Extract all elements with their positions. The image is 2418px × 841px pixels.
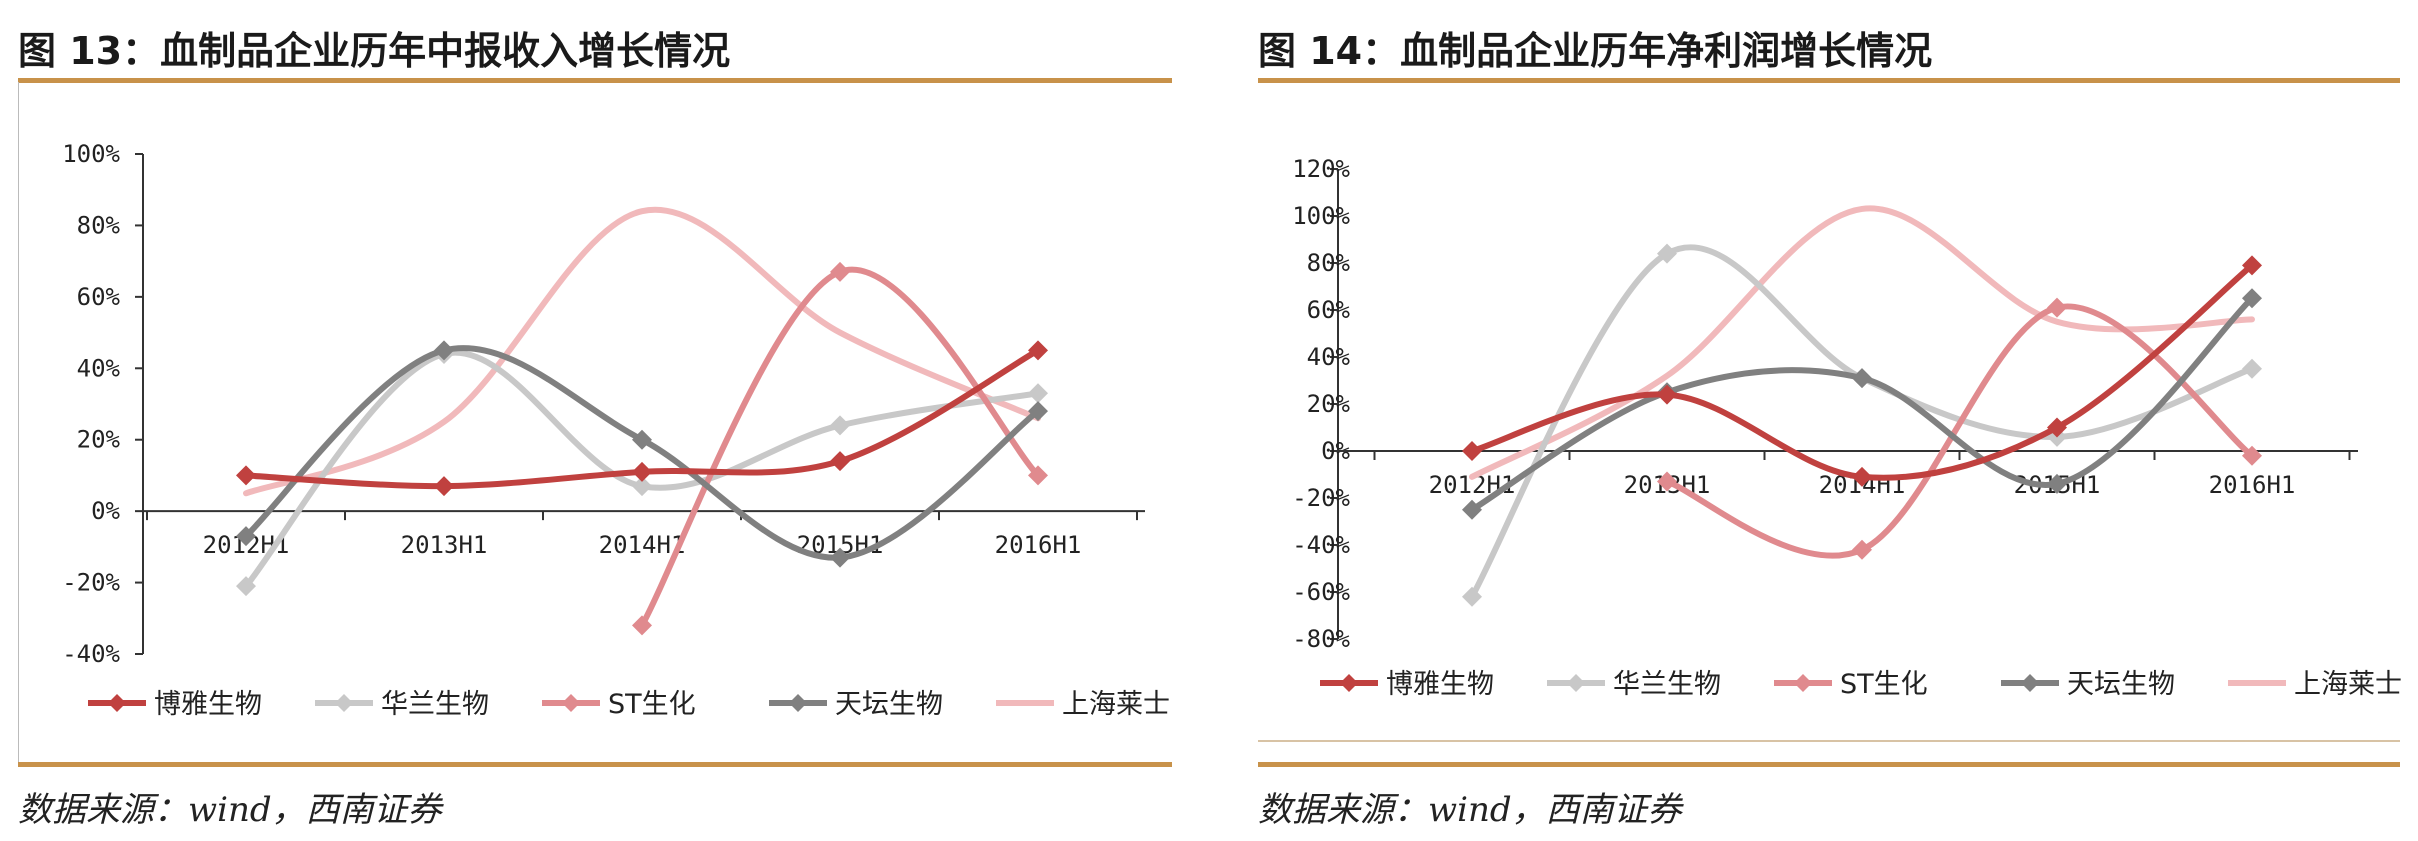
data-point-marker [2047,297,2067,318]
series-line [1469,244,2255,600]
legend-label: 上海莱士 [2294,669,2402,700]
y-tick-label: 100% [62,140,120,168]
legend-label: 华兰生物 [1613,669,1721,700]
figure-14-top-rule [1258,78,2400,83]
x-tick-label: 2016H1 [995,531,1082,559]
data-point-marker [434,340,454,361]
series-line [1469,205,2255,480]
legend-marker [1340,674,1358,692]
data-point-marker [1462,441,1482,461]
data-point-marker [632,461,652,482]
figure-14-title: 图 14：血制品企业历年净利润增长情况 [1258,29,1933,73]
figure-13-chart: 100%80%60%40%20%0%-20%-40%2012H12013H120… [62,140,1170,720]
figure-13-panel: 图 13：血制品企业历年中报收入增长情况 100% 80% 60% 40% 20% 0% -… [0,0,1190,841]
data-point-marker [830,547,850,568]
legend-marker [335,694,353,712]
legend-marker [562,694,580,712]
y-tick-label: 80% [77,211,121,239]
legend-marker [108,694,126,712]
data-point-marker [1028,340,1048,361]
y-tick-label: -80% [1292,625,1350,653]
data-point-marker [2242,288,2262,309]
legend-marker [1567,674,1585,692]
data-point-marker [236,576,256,597]
data-point-marker [2047,417,2067,438]
legend-label: ST生化 [1840,669,1928,700]
x-tick-label: 2016H1 [2209,471,2296,499]
data-point-marker [830,451,850,472]
legend-label: 博雅生物 [1386,669,1494,700]
legend-label: 上海莱士 [1062,689,1170,720]
data-point-marker [1028,465,1048,486]
data-point-marker [236,465,256,486]
x-tick-label: 2013H1 [401,531,488,559]
data-point-marker [1462,499,1482,520]
data-point-marker [2047,473,2067,494]
data-point-marker [1657,243,1677,264]
series-line [243,349,1041,590]
y-tick-label: 120% [1292,155,1350,183]
legend-marker [2021,674,2039,692]
figure-14-source: 数据来源：wind，西南证券 [1258,790,1682,830]
y-tick-label: -60% [1292,578,1350,606]
legend-label: 天坛生物 [2067,669,2175,700]
data-point-marker [1462,586,1482,607]
y-tick-label: -40% [62,640,120,668]
data-point-marker [1852,466,1872,487]
series-line [1664,303,2255,559]
data-point-marker [2242,255,2262,276]
legend-marker [789,694,807,712]
figure-13-bottom-rule [18,762,1172,767]
y-tick-label: 20% [1307,390,1351,418]
figure-14-panel: 图 14：血制品企业历年净利润增长情况 120% 100% 80% 60% 40% 20%… [1240,0,2418,841]
legend-label: ST生化 [608,689,696,720]
figure-13-title: 图 13：血制品企业历年中报收入增长情况 [18,29,731,73]
y-tick-label: 40% [77,354,121,382]
data-point-marker [2242,358,2262,379]
y-tick-label: -40% [1292,531,1350,559]
data-point-marker [830,415,850,436]
data-point-marker [236,526,256,547]
y-tick-label: 100% [1292,202,1350,230]
y-tick-label: -20% [62,569,120,597]
legend-label: 华兰生物 [381,689,489,720]
y-tick-label: -20% [1292,484,1350,512]
y-tick-label: 20% [77,426,121,454]
figure-14-thin-rule [1258,740,2400,742]
legend-marker [1794,674,1812,692]
series-line [243,206,1041,497]
figure-14-bottom-rule [1258,762,2400,767]
legend-label: 天坛生物 [835,689,943,720]
y-tick-label: 60% [77,283,121,311]
data-point-marker [434,476,454,497]
y-tick-label: 0% [91,497,120,525]
data-point-marker [1657,471,1677,492]
data-point-marker [1028,383,1048,404]
data-point-marker [1852,368,1872,389]
data-point-marker [1852,539,1872,560]
data-point-marker [2242,445,2262,466]
figure-14-chart: 120%100%80%60%40%20%0%-20%-40%-60%-80%20… [1292,155,2402,700]
y-tick-label: 60% [1307,296,1351,324]
figure-13-top-rule [18,78,1172,83]
data-point-marker [1657,384,1677,405]
data-point-marker [632,476,652,497]
figure-13-source: 数据来源：wind，西南证券 [18,790,442,830]
data-point-marker [632,615,652,636]
figure-13-frame [18,82,1171,762]
x-tick-label: 2014H1 [599,531,686,559]
series-line [243,345,1041,561]
series-line [639,266,1041,629]
data-point-marker [830,261,850,282]
data-point-marker [1028,401,1048,422]
legend-label: 博雅生物 [154,689,262,720]
y-tick-label: 80% [1307,249,1351,277]
y-tick-label: 40% [1307,343,1351,371]
data-point-marker [632,429,652,450]
